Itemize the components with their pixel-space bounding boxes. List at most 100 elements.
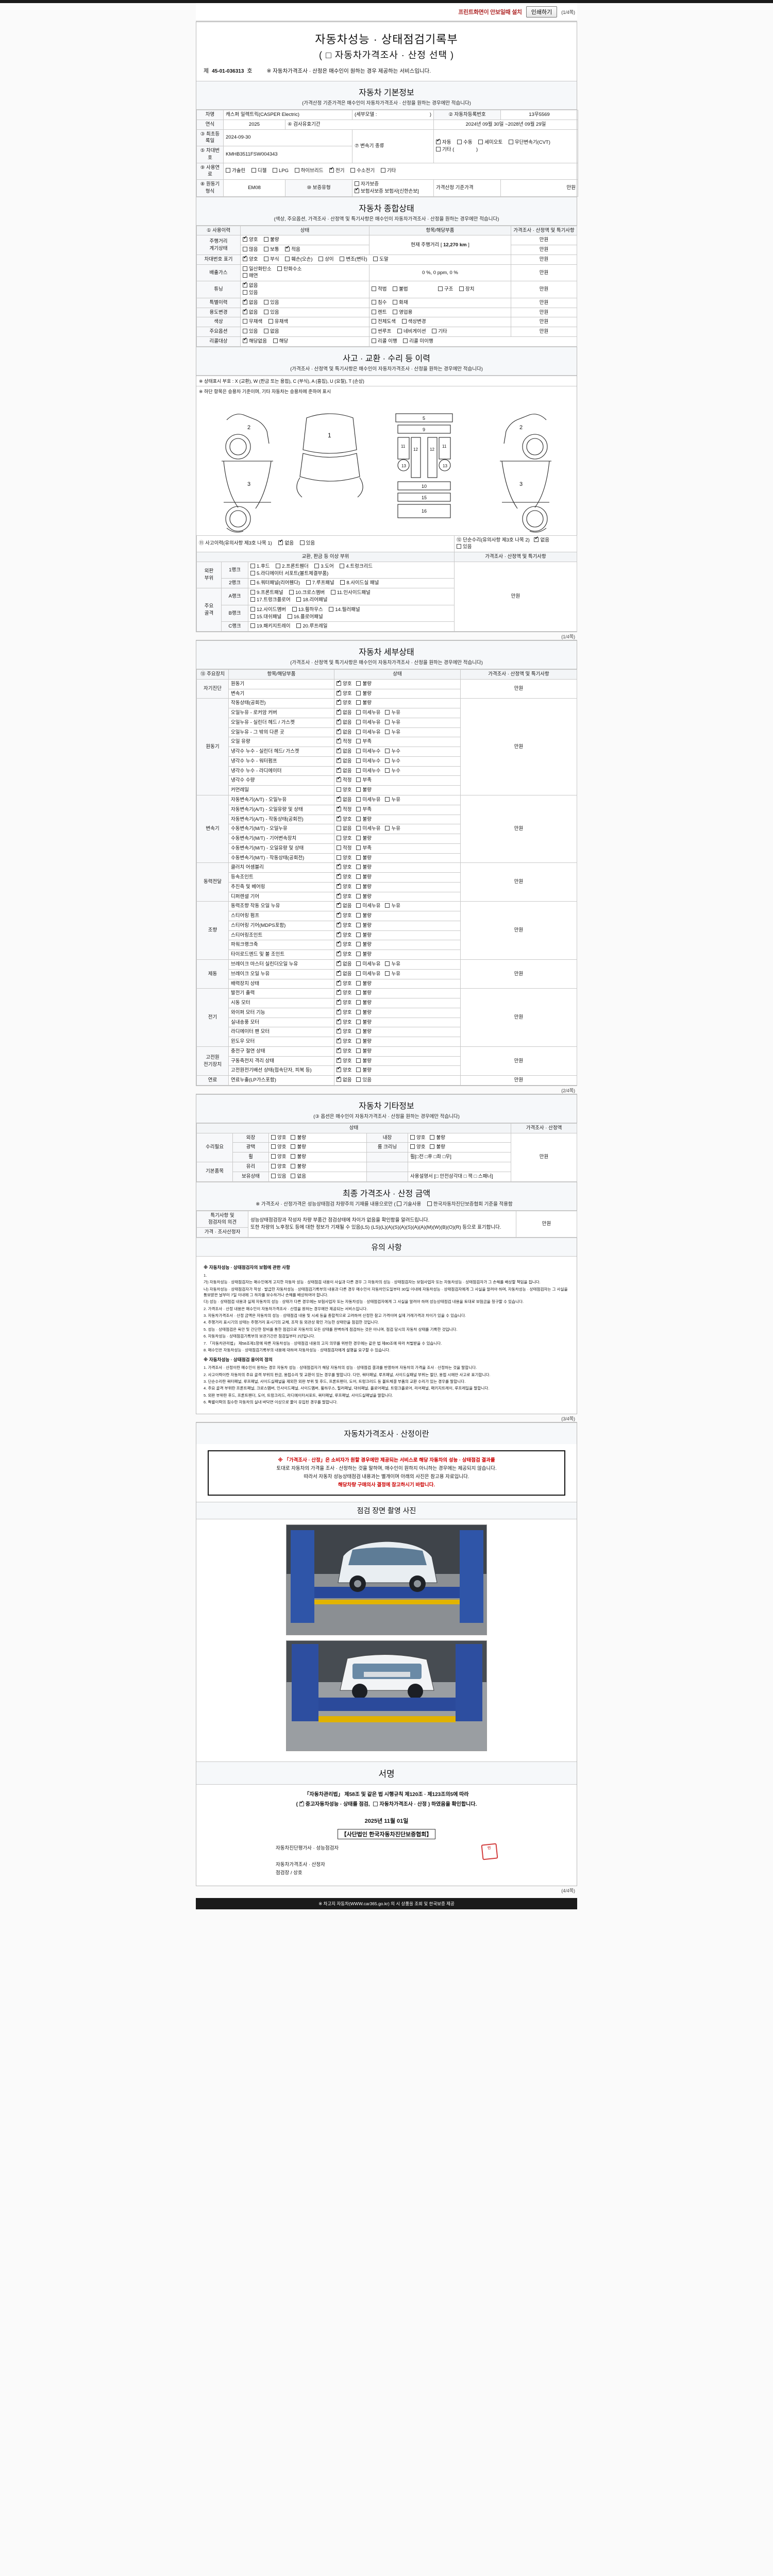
checkbox-icon[interactable]: [356, 681, 361, 686]
part-wheel-house[interactable]: 13.휠하우스: [292, 606, 323, 614]
opt-co[interactable]: 일산화탄소: [243, 266, 272, 273]
opt-bad[interactable]: 불량: [264, 236, 279, 244]
opt-few[interactable]: 적음: [285, 245, 300, 253]
checkbox-icon[interactable]: [243, 266, 247, 271]
detail-option[interactable]: 양호: [337, 1008, 351, 1016]
checkbox-icon[interactable]: [356, 980, 361, 986]
opt-vin-erased[interactable]: 도말: [373, 256, 389, 263]
checkbox-icon[interactable]: [356, 845, 361, 850]
part-trunk-lid[interactable]: 4.트렁크리드: [340, 563, 373, 570]
etc-option[interactable]: 양호: [271, 1134, 286, 1142]
part-radiator-support[interactable]: 5.라디에이터 서포트(볼트체결부품): [250, 570, 328, 578]
detail-option[interactable]: 양호: [337, 911, 351, 920]
checkbox-icon[interactable]: [356, 961, 361, 966]
checkbox-icon[interactable]: [356, 758, 361, 763]
opt-tuning-structure[interactable]: 구조: [438, 286, 453, 293]
detail-option[interactable]: 불량: [356, 980, 372, 988]
part-hood[interactable]: 1.후드: [250, 563, 270, 570]
opt-tuning-illegal[interactable]: 불법: [393, 286, 408, 293]
detail-option[interactable]: 누수: [385, 748, 400, 755]
detail-option[interactable]: 불량: [356, 932, 372, 939]
checkbox-icon[interactable]: [385, 758, 390, 763]
detail-option[interactable]: 불량: [356, 1048, 372, 1055]
detail-option[interactable]: 부족: [356, 806, 372, 814]
checkbox-icon[interactable]: [291, 1144, 296, 1149]
detail-option[interactable]: 누유: [385, 709, 400, 717]
checkbox-icon[interactable]: [393, 286, 398, 292]
print-button[interactable]: 인쇄하기: [526, 6, 558, 18]
opt-simple-yes[interactable]: 있음: [457, 544, 472, 551]
checkbox-icon[interactable]: [430, 1134, 435, 1140]
checkbox-icon[interactable]: [337, 979, 341, 986]
checkbox-icon[interactable]: [337, 902, 341, 908]
opt-good[interactable]: 양호: [243, 235, 258, 244]
checkbox-icon[interactable]: [356, 874, 361, 879]
etc-option[interactable]: 양호: [271, 1154, 286, 1161]
detail-option[interactable]: 불량: [356, 700, 372, 707]
checkbox-icon[interactable]: [385, 903, 390, 908]
checkbox-icon[interactable]: [337, 708, 341, 715]
opt-hc[interactable]: 탄화수소: [277, 266, 301, 273]
detail-option[interactable]: 불량: [356, 874, 372, 881]
checkbox-icon[interactable]: [337, 689, 341, 696]
opt-price-tech[interactable]: 기술사용: [397, 1200, 421, 1207]
checkbox-icon[interactable]: [385, 971, 390, 976]
detail-option[interactable]: 불량: [356, 681, 372, 688]
part-front-panel[interactable]: 9.프론트패널: [250, 589, 283, 597]
checkbox-icon[interactable]: [289, 590, 294, 595]
part-quarter-panel[interactable]: 6.쿼터패널(리어휀다): [250, 580, 300, 587]
detail-option[interactable]: 양호: [337, 950, 351, 958]
checkbox-icon[interactable]: [356, 855, 361, 860]
etc-option[interactable]: 불량: [430, 1144, 445, 1151]
part-floor-panel[interactable]: 16.플로어패널: [287, 614, 323, 621]
transmission-option-semiauto[interactable]: 세미오토: [478, 139, 502, 146]
checkbox-icon[interactable]: [478, 139, 483, 144]
opt-commercial[interactable]: 영업용: [393, 309, 412, 316]
detail-option[interactable]: 불량: [356, 787, 372, 794]
part-rear-panel[interactable]: 18.리어패널: [296, 597, 328, 604]
part-package-tray[interactable]: 19.패키지트레이: [250, 623, 291, 630]
detail-option[interactable]: 미세누유: [356, 719, 380, 726]
opt-smoke[interactable]: 매연: [243, 273, 258, 280]
detail-option[interactable]: 미세누유: [356, 796, 380, 804]
checkbox-icon[interactable]: [372, 286, 376, 292]
opt-many[interactable]: 많음: [243, 246, 258, 253]
checkbox-icon[interactable]: [355, 181, 359, 187]
detail-option[interactable]: 불량: [356, 893, 372, 901]
checkbox-icon[interactable]: [337, 845, 341, 850]
detail-option[interactable]: 불량: [356, 835, 372, 842]
opt-option-yes[interactable]: 있음: [243, 328, 258, 335]
checkbox-icon[interactable]: [291, 1154, 296, 1159]
opt-normal[interactable]: 보통: [264, 246, 279, 253]
checkbox-icon[interactable]: [337, 931, 341, 937]
part-cross-member[interactable]: 10.크로스멤버: [289, 589, 325, 597]
checkbox-icon[interactable]: [432, 329, 437, 334]
detail-option[interactable]: 미세누유: [356, 961, 380, 968]
opt-recall-notdone[interactable]: 리콜 미이행: [403, 338, 433, 345]
detail-option[interactable]: 적정: [337, 845, 351, 852]
checkbox-icon[interactable]: [330, 590, 335, 595]
detail-option[interactable]: 불량: [356, 941, 372, 948]
detail-option[interactable]: 양호: [337, 1027, 351, 1036]
detail-option[interactable]: 불량: [356, 855, 372, 862]
checkbox-icon[interactable]: [372, 338, 376, 343]
detail-option[interactable]: 미세누수: [356, 768, 380, 775]
etc-option[interactable]: 있음: [271, 1173, 286, 1180]
checkbox-icon[interactable]: [271, 1134, 276, 1140]
checkbox-icon[interactable]: [273, 338, 278, 343]
checkbox-icon[interactable]: [356, 710, 361, 715]
checkbox-icon[interactable]: [250, 580, 255, 585]
detail-option[interactable]: 미세누유: [356, 971, 380, 978]
opt-tuning-legal[interactable]: 적법: [372, 286, 386, 293]
fuel-option-hybrid[interactable]: 하이브리드: [294, 167, 323, 175]
opt-recall-done[interactable]: 리콜 이행: [372, 338, 397, 345]
checkbox-icon[interactable]: [356, 1029, 361, 1034]
detail-option[interactable]: 누수: [385, 758, 400, 765]
checkbox-icon[interactable]: [337, 1076, 341, 1082]
checkbox-icon[interactable]: [372, 319, 376, 324]
checkbox-icon[interactable]: [251, 168, 256, 173]
part-trunk-floor[interactable]: 17.트렁크플로어: [250, 597, 291, 604]
detail-option[interactable]: 양호: [337, 931, 351, 939]
opt-usechange-none[interactable]: 없음: [243, 308, 258, 316]
checkbox-icon[interactable]: [356, 749, 361, 754]
